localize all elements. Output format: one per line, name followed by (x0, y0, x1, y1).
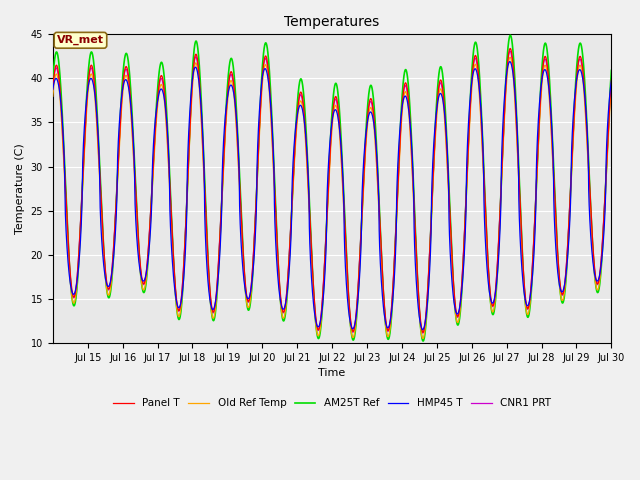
CNR1 PRT (607, 77, 615, 83)
Panel T (419, 329, 427, 335)
AM25T Ref (312, 316, 319, 322)
Old Ref Temp (419, 336, 427, 341)
AM25T Ref (419, 338, 427, 344)
Old Ref Temp (506, 54, 514, 60)
Old Ref Temp (68, 296, 76, 301)
Line: AM25T Ref: AM25T Ref (52, 35, 611, 341)
HMP45 T (475, 83, 483, 88)
Panel T (312, 310, 319, 316)
Text: VR_met: VR_met (57, 35, 104, 46)
CNR1 PRT (374, 191, 382, 197)
Panel T (49, 86, 56, 92)
AM25T Ref (390, 284, 397, 289)
Title: Temperatures: Temperatures (284, 15, 380, 29)
CNR1 PRT (68, 291, 76, 297)
HMP45 T (49, 87, 56, 93)
AM25T Ref (68, 297, 76, 302)
HMP45 T (374, 181, 382, 187)
AM25T Ref (49, 77, 56, 83)
HMP45 T (419, 327, 426, 333)
Old Ref Temp (374, 195, 382, 201)
HMP45 T (312, 316, 319, 322)
HMP45 T (68, 289, 76, 295)
Line: Old Ref Temp: Old Ref Temp (52, 57, 611, 338)
HMP45 T (607, 78, 615, 84)
Y-axis label: Temperature (C): Temperature (C) (15, 143, 25, 234)
X-axis label: Time: Time (319, 368, 346, 378)
Panel T (506, 46, 514, 51)
Panel T (390, 277, 397, 283)
HMP45 T (264, 72, 271, 78)
Panel T (475, 76, 483, 82)
CNR1 PRT (475, 81, 483, 87)
Line: CNR1 PRT: CNR1 PRT (52, 51, 611, 333)
AM25T Ref (374, 179, 382, 184)
Panel T (68, 289, 76, 295)
Panel T (607, 77, 615, 83)
CNR1 PRT (264, 63, 271, 69)
Old Ref Temp (607, 84, 615, 90)
CNR1 PRT (419, 330, 427, 336)
AM25T Ref (264, 46, 271, 52)
Old Ref Temp (49, 94, 56, 99)
Legend: Panel T, Old Ref Temp, AM25T Ref, HMP45 T, CNR1 PRT: Panel T, Old Ref Temp, AM25T Ref, HMP45 … (109, 394, 555, 413)
AM25T Ref (506, 32, 514, 38)
Old Ref Temp (390, 282, 397, 288)
CNR1 PRT (49, 86, 56, 92)
Old Ref Temp (312, 317, 319, 323)
CNR1 PRT (390, 276, 397, 281)
CNR1 PRT (506, 48, 514, 54)
Old Ref Temp (475, 86, 483, 92)
Panel T (374, 186, 382, 192)
Line: Panel T: Panel T (52, 48, 611, 332)
AM25T Ref (607, 68, 615, 73)
Old Ref Temp (264, 69, 271, 75)
Panel T (264, 60, 271, 65)
HMP45 T (390, 289, 397, 295)
AM25T Ref (475, 64, 483, 70)
Line: HMP45 T: HMP45 T (52, 61, 611, 330)
CNR1 PRT (312, 312, 319, 318)
HMP45 T (506, 59, 514, 64)
